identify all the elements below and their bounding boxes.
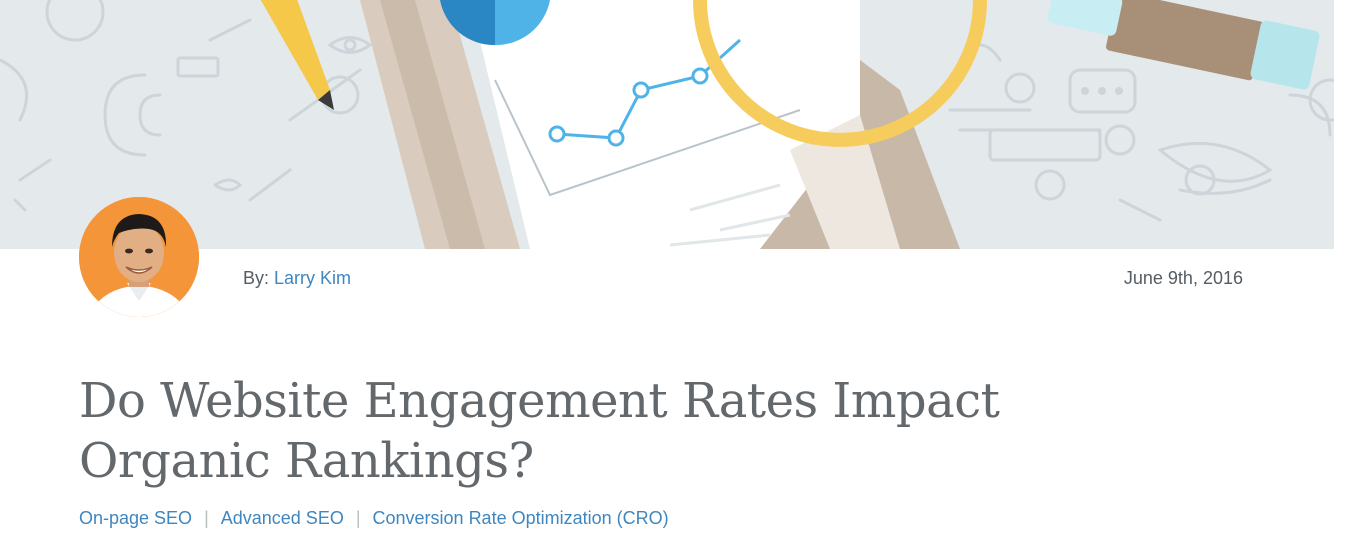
publish-date: June 9th, 2016 bbox=[1123, 268, 1243, 288]
category-link-on-page-seo[interactable]: On-page SEO bbox=[79, 508, 193, 528]
author-link[interactable]: Larry Kim bbox=[274, 268, 352, 288]
category-link-advanced-seo[interactable]: Advanced SEO bbox=[220, 508, 344, 528]
hero-illustration bbox=[0, 0, 1334, 249]
byline-label: By: bbox=[243, 268, 270, 288]
hero-banner bbox=[0, 0, 1334, 249]
author-photo bbox=[79, 197, 199, 317]
category-link-cro[interactable]: Conversion Rate Optimization (CRO) bbox=[372, 508, 669, 528]
category-separator: | bbox=[204, 508, 209, 528]
author-avatar[interactable] bbox=[79, 197, 199, 317]
category-list: On-page SEO | Advanced SEO | Conversion Rate… bbox=[79, 508, 669, 529]
byline: By: Larry Kim bbox=[243, 268, 351, 289]
category-separator: | bbox=[355, 508, 361, 528]
post-title: Do Website Engagement Rates Impact Organ… bbox=[79, 373, 1000, 489]
